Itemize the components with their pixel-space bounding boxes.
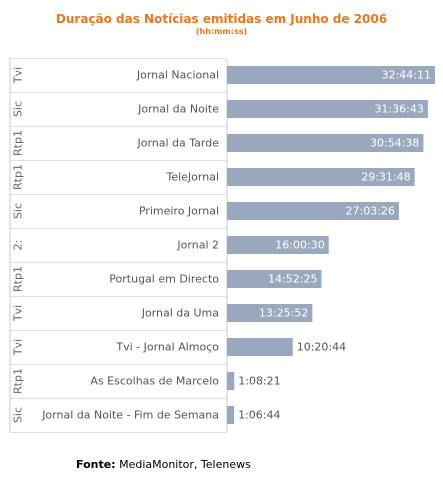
- category-label: TeleJornal: [165, 171, 219, 184]
- bar: [227, 304, 313, 322]
- bar: [227, 406, 235, 424]
- channel-label: Sic: [12, 407, 25, 423]
- data-label: 1:08:21: [238, 375, 280, 388]
- bar: [227, 372, 235, 390]
- source-text: MediaMonitor, Telenews: [115, 458, 251, 471]
- channel-label: 2:: [12, 240, 25, 251]
- category-label: Tvi - Jornal Almoço: [115, 341, 219, 354]
- channel-label: Tvi: [12, 339, 25, 356]
- data-label: 32:44:11: [382, 69, 431, 82]
- category-label: Jornal 2: [176, 239, 219, 252]
- category-label: Jornal da Noite: [137, 103, 219, 116]
- data-label: 31:36:43: [374, 103, 423, 116]
- bar: [227, 338, 293, 356]
- source-note: Fonte: MediaMonitor, Telenews: [76, 458, 251, 471]
- bar: [227, 134, 424, 152]
- data-label: 30:54:38: [370, 137, 419, 150]
- bar: [227, 236, 329, 254]
- channel-label: Sic: [12, 101, 25, 117]
- category-label: As Escolhas de Marcelo: [90, 375, 219, 388]
- chart-subtitle: (hh:mm:ss): [195, 27, 248, 36]
- category-label: Jornal da Tarde: [136, 137, 219, 150]
- bar: [227, 100, 428, 118]
- data-label: 27:03:26: [346, 205, 395, 218]
- channel-label: Rtp1: [12, 368, 25, 394]
- category-label: Jornal da Noite - Fim de Semana: [41, 409, 219, 422]
- data-label: 14:52:25: [268, 273, 317, 286]
- chart-title: Duração das Notícias emitidas em Junho d…: [55, 12, 388, 26]
- channel-label: Rtp1: [12, 164, 25, 190]
- channel-label: Sic: [12, 203, 25, 219]
- bar: [227, 270, 322, 288]
- category-label: Primeiro Jornal: [139, 205, 219, 218]
- data-label: 13:25:52: [259, 307, 308, 320]
- category-label: Jornal Nacional: [136, 69, 219, 82]
- data-label: 10:20:44: [297, 341, 346, 354]
- channel-label: Tvi: [12, 67, 25, 84]
- category-label: Jornal da Uma: [141, 307, 219, 320]
- data-label: 29:31:48: [361, 171, 410, 184]
- data-label: 1:06:44: [238, 409, 280, 422]
- channel-label: Tvi: [12, 305, 25, 322]
- category-label: Portugal em Directo: [109, 273, 219, 286]
- bar-chart: Tvi Jornal Nacional 32:44:11 Sic Jornal da N…: [9, 58, 435, 433]
- bar: [227, 168, 415, 186]
- bar: [227, 202, 399, 220]
- data-label: 16:00:30: [275, 239, 324, 252]
- channel-label: Rtp1: [12, 266, 25, 292]
- channel-label: Rtp1: [12, 130, 25, 156]
- source-label: Fonte:: [76, 458, 116, 471]
- bar: [227, 66, 435, 84]
